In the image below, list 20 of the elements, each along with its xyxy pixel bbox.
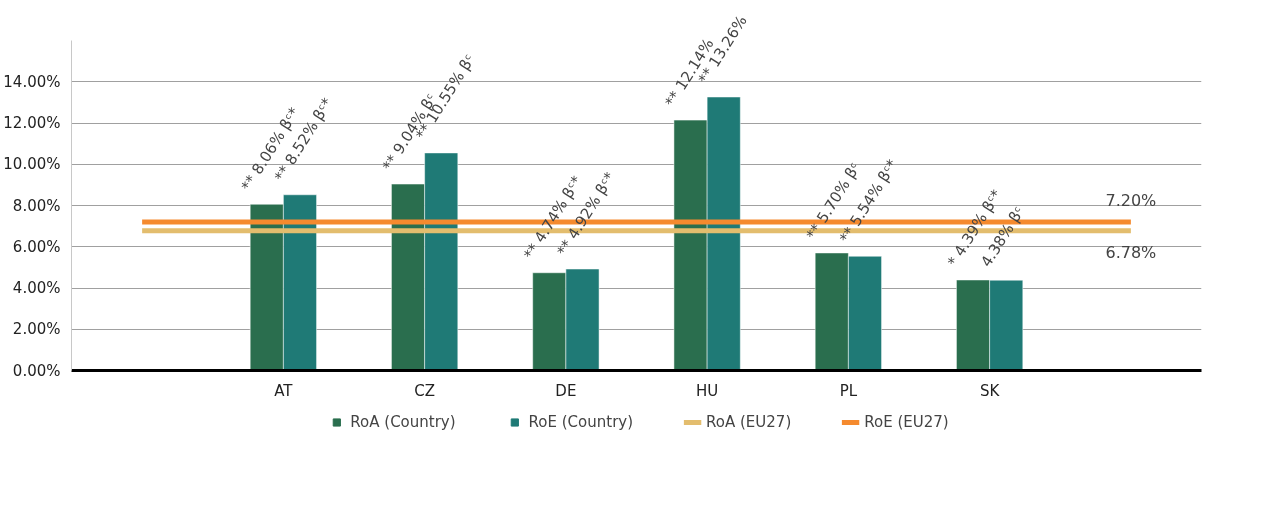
legend-label: RoA (EU27) <box>706 413 792 431</box>
y-tick-label: 0.00% <box>12 361 61 380</box>
legend-label: RoA (Country) <box>350 413 456 431</box>
y-tick-label: 14.00% <box>3 72 61 91</box>
y-tick-label: 10.00% <box>3 155 61 174</box>
y-tick-label: 4.00% <box>12 279 61 297</box>
y-tick-label: 12.00% <box>3 114 61 132</box>
data-label: 7.20% <box>1105 191 1157 210</box>
legend-label: RoE (EU27) <box>864 413 949 431</box>
x-tick-label: CZ <box>414 381 435 400</box>
x-tick-label: PL <box>839 381 858 400</box>
data-label: 6.78% <box>1105 242 1157 262</box>
legend-label: RoE (Country) <box>528 413 634 431</box>
x-tick-label: SK <box>979 381 1001 400</box>
y-tick-label: 8.00% <box>12 196 61 215</box>
y-tick-label: 6.00% <box>12 237 61 256</box>
x-tick-label: HU <box>696 381 719 400</box>
x-tick-label: AT <box>274 381 294 400</box>
x-tick-label: DE <box>555 381 577 400</box>
y-tick-label: 2.00% <box>12 320 61 339</box>
